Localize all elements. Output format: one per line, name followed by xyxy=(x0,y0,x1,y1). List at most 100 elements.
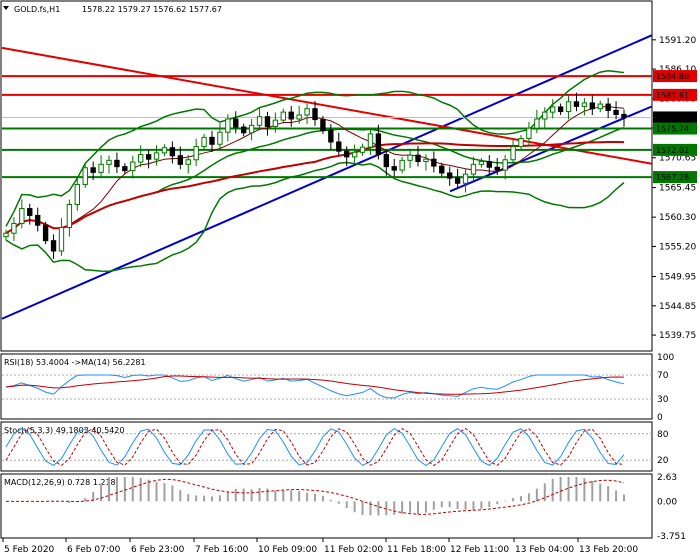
candle xyxy=(280,108,286,124)
candle-body xyxy=(90,167,96,173)
rsi-line xyxy=(5,374,625,399)
candle-body xyxy=(106,159,112,165)
level-price-label: 1584.88 xyxy=(656,72,689,81)
candle xyxy=(3,229,9,241)
candle xyxy=(90,161,96,181)
candle xyxy=(241,123,247,137)
candle xyxy=(510,138,516,167)
level-price-box xyxy=(653,171,697,184)
candle xyxy=(233,111,239,134)
candle xyxy=(621,109,627,127)
candle-body xyxy=(542,111,548,120)
candle-body xyxy=(209,136,215,145)
candle-body xyxy=(407,154,413,161)
candle-body xyxy=(439,165,445,174)
candle-body xyxy=(486,160,492,168)
rsi-tick-label: 70 xyxy=(657,371,669,381)
candle xyxy=(122,163,128,175)
candle-body xyxy=(344,150,350,158)
candle-body xyxy=(375,133,382,156)
candle-body xyxy=(288,111,294,120)
candle xyxy=(447,166,453,186)
candle xyxy=(431,151,437,173)
candle-body xyxy=(462,173,469,184)
candle xyxy=(336,132,342,157)
candle xyxy=(502,154,508,180)
candle xyxy=(328,124,334,150)
candle-body xyxy=(272,119,279,127)
stoch-tick-label: 80 xyxy=(657,430,669,440)
candle xyxy=(597,100,603,113)
candle-body xyxy=(478,160,485,165)
level-price-box xyxy=(653,143,697,156)
level-price-label: 1567.28 xyxy=(656,173,689,182)
candle-body xyxy=(565,101,572,113)
stoch-tick-label: 20 xyxy=(657,456,669,466)
price-tick-label: 1560.30 xyxy=(659,213,696,223)
price-tick-label: 1591.20 xyxy=(659,36,696,46)
candle-body xyxy=(328,129,334,143)
candle xyxy=(272,112,279,133)
time-tick-label: 6 Feb 07:00 xyxy=(67,545,121,555)
candle xyxy=(138,145,144,167)
bollinger-upper xyxy=(5,70,625,227)
candle xyxy=(494,158,500,175)
candle xyxy=(66,199,73,237)
candle-body xyxy=(248,124,255,134)
candle-body xyxy=(494,166,500,171)
candle-body xyxy=(296,114,302,120)
candle xyxy=(201,133,207,150)
candle xyxy=(375,124,382,160)
candle-body xyxy=(280,111,286,121)
candle-body xyxy=(114,159,120,168)
candle xyxy=(209,131,215,153)
price-tick-label: 1586.10 xyxy=(659,65,696,75)
candle xyxy=(19,199,25,229)
candle xyxy=(264,111,271,136)
rsi-label: RSI(18) 53.4004 ->MA(14) 56.2281 xyxy=(4,358,146,367)
candle-body xyxy=(58,226,65,252)
candle-body xyxy=(130,161,136,172)
time-tick-label: 11 Feb 02:00 xyxy=(324,545,383,555)
candle-body xyxy=(581,102,588,107)
candle-body xyxy=(225,118,231,133)
candle xyxy=(351,144,358,164)
macd-tick-label: 0.00 xyxy=(657,497,677,507)
candle-body xyxy=(470,163,477,175)
candle-body xyxy=(336,141,342,152)
candle xyxy=(50,234,57,259)
candle-body xyxy=(177,155,183,165)
candle-body xyxy=(185,159,191,165)
candle-body xyxy=(50,240,57,252)
ohlc-header: 1578.22 1579.27 1576.62 1577.67 xyxy=(82,5,222,14)
price-tick-label: 1555.20 xyxy=(659,242,696,252)
candle xyxy=(415,145,421,167)
candle-body xyxy=(233,118,239,128)
candle-body xyxy=(122,166,128,172)
candle-body xyxy=(367,133,374,148)
candle-body xyxy=(82,167,88,185)
candle xyxy=(153,145,160,166)
candle xyxy=(534,109,540,134)
candle xyxy=(613,101,619,120)
candle-body xyxy=(66,204,73,228)
candle xyxy=(248,119,255,141)
candle-body xyxy=(256,116,263,126)
candle xyxy=(565,95,572,120)
title-arrow-icon xyxy=(3,6,9,10)
candle xyxy=(312,100,318,126)
price-tick-label: 1539.75 xyxy=(659,331,696,341)
candle xyxy=(42,221,49,245)
main-panel xyxy=(0,0,653,352)
candle xyxy=(74,176,80,211)
candle-body xyxy=(573,101,580,107)
candle xyxy=(581,98,588,116)
candle-body xyxy=(621,113,627,118)
candle-body xyxy=(98,163,104,173)
candle-body xyxy=(19,208,25,224)
candle-body xyxy=(447,172,453,179)
candle xyxy=(454,168,461,189)
candle xyxy=(177,146,183,170)
candle xyxy=(296,105,302,124)
